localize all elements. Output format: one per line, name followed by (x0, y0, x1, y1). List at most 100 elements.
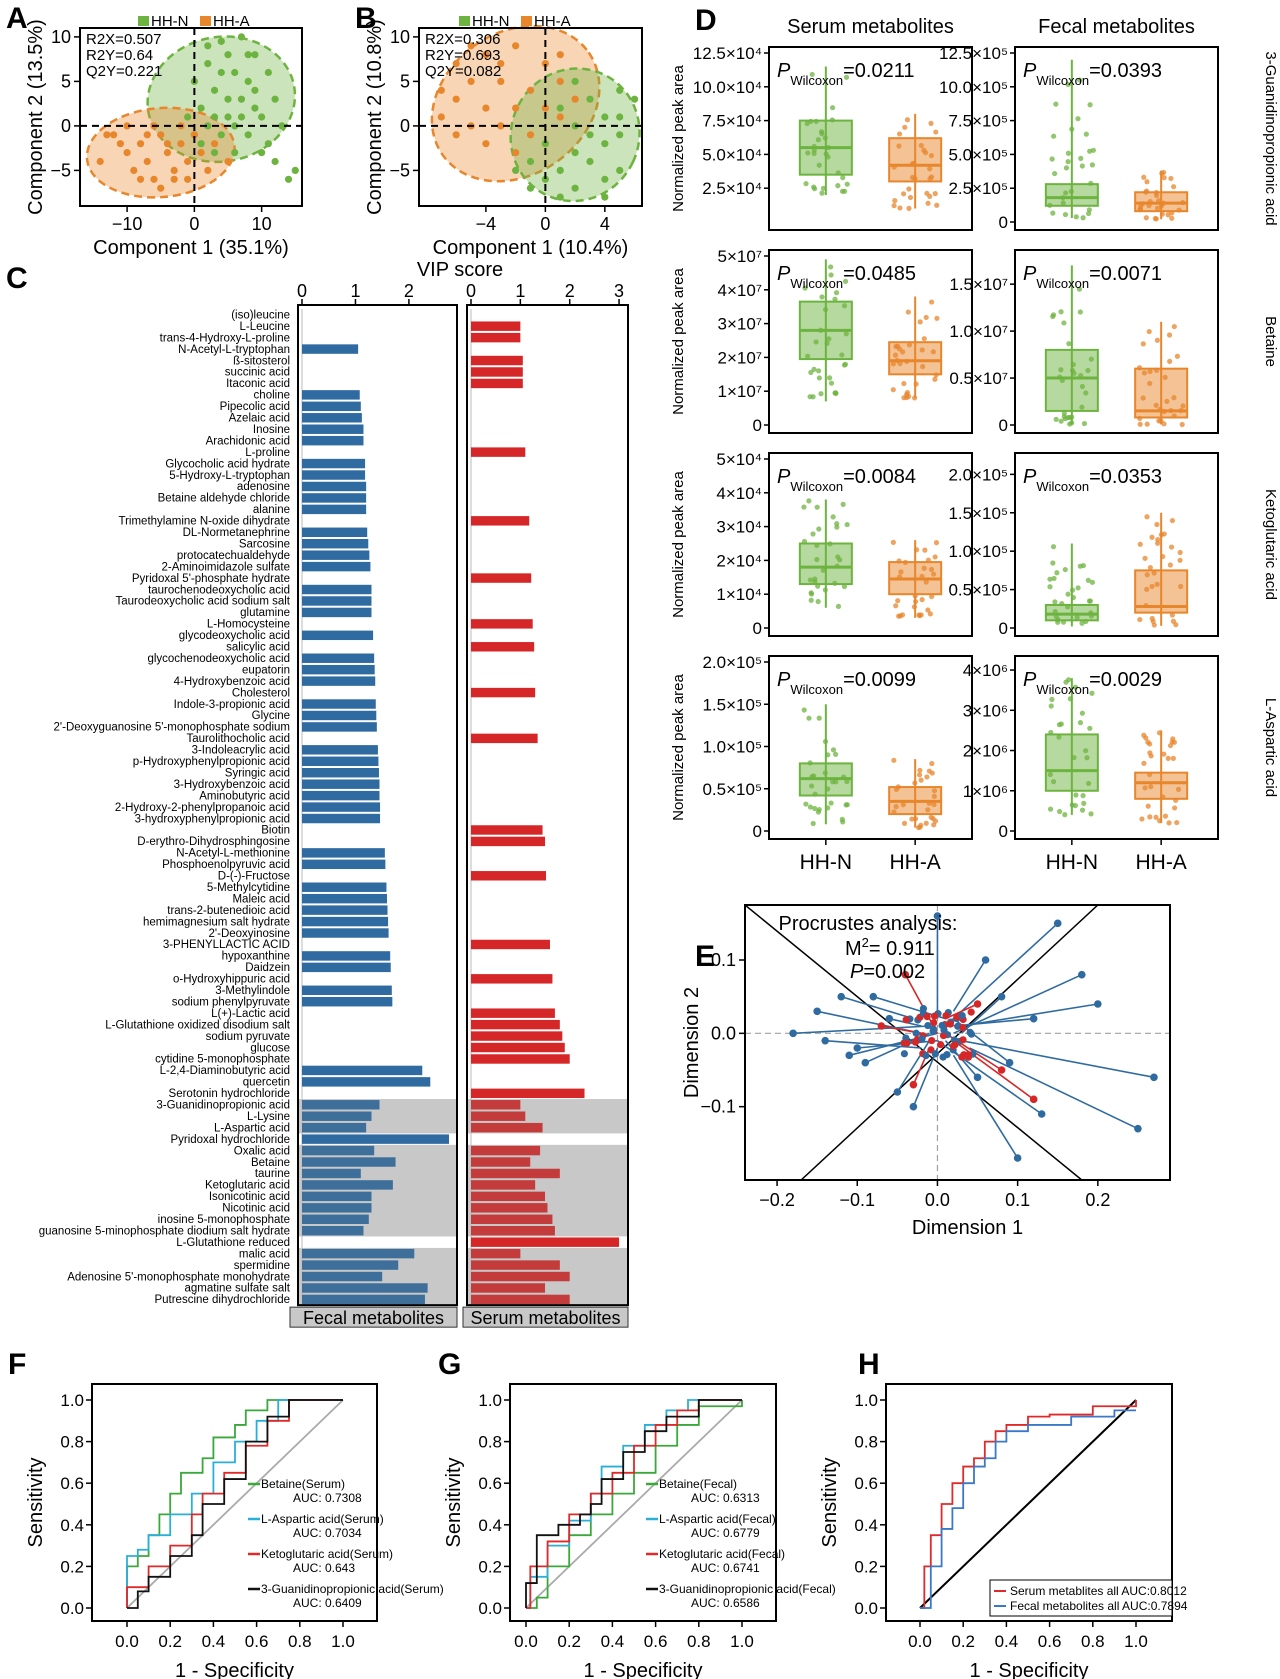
p-value: PWilcoxon=0.0393 (1023, 60, 1162, 88)
fecal-bar (302, 481, 367, 492)
sample-point (973, 1000, 982, 1008)
panel-letter-h: H (858, 1348, 880, 1381)
y-tick-label: 10.0×10⁴ (693, 78, 762, 97)
y-axis-label: Sensitivity (25, 1457, 47, 1547)
auc-label: AUC: 0.6313 (691, 1491, 760, 1505)
serum-bar (471, 687, 536, 698)
data-point (934, 202, 940, 208)
data-point (251, 86, 259, 94)
sample-point (931, 1050, 939, 1058)
serum-bar (471, 332, 521, 343)
data-point (1169, 210, 1175, 216)
data-point (1047, 202, 1053, 208)
confidence-ellipse (85, 106, 236, 199)
data-point (1155, 537, 1161, 543)
data-point (1068, 188, 1074, 194)
data-point (1053, 416, 1059, 422)
data-point (912, 816, 919, 822)
data-point (1083, 131, 1089, 137)
sample-point (958, 1011, 966, 1020)
data-point (816, 715, 822, 721)
data-point (1171, 413, 1177, 419)
data-point (601, 193, 609, 201)
x-tick-label: 0 (540, 214, 550, 234)
fecal-bar (302, 470, 366, 480)
roc-curve (920, 1409, 1136, 1609)
data-point (512, 104, 520, 112)
legend-swatch (200, 16, 211, 26)
data-point (271, 157, 279, 166)
data-point (123, 122, 131, 130)
data-point (811, 147, 817, 153)
data-point (1168, 544, 1175, 550)
serum-bar (471, 1226, 555, 1236)
legend-entry: Betaine(Fecal) (659, 1477, 737, 1491)
data-point (1080, 215, 1086, 221)
data-point (822, 587, 828, 593)
data-point (1169, 517, 1176, 524)
x-axis-label: 1 - Specificity (584, 1660, 703, 1679)
legend-swatch (138, 16, 149, 26)
y-tick-label: 5 (61, 71, 71, 91)
data-point (896, 131, 903, 137)
row-label: Ketoglutaric acid (1262, 489, 1279, 600)
fecal-bar (302, 916, 389, 927)
serum-bar (471, 1100, 521, 1110)
data-point (556, 166, 564, 174)
sample-point (1094, 1000, 1102, 1008)
data-point (1143, 602, 1149, 609)
data-point (1079, 163, 1085, 169)
x-tick-label: 0.0 (925, 1190, 950, 1210)
x-tick-label: 0.6 (1038, 1632, 1062, 1651)
legend-entry: HH-A (534, 13, 571, 30)
sample-point (789, 1029, 797, 1038)
y-tick-label: 5×10⁷ (718, 247, 762, 266)
data-point (601, 113, 609, 121)
data-point (1168, 175, 1174, 182)
plot-frame (418, 27, 643, 207)
data-point (210, 113, 219, 121)
metabolite-label: 3-Methylindole (215, 985, 290, 997)
data-point (1153, 192, 1160, 199)
y-axis-label: Component 2 (13.5%) (25, 19, 47, 215)
data-point (929, 770, 935, 776)
metabolite-label: 3-Guanidinopropionic acid (156, 1100, 290, 1112)
data-point (123, 149, 131, 157)
data-point (224, 113, 232, 121)
data-point (197, 104, 205, 112)
x-tick-label: 0.2 (1085, 1190, 1110, 1210)
metabolite-label: L-Aspartic acid (214, 1122, 290, 1134)
roc-curve (126, 1399, 343, 1608)
data-point (1144, 572, 1150, 578)
data-point (897, 574, 903, 580)
data-point (1137, 541, 1143, 547)
roc-curve (126, 1399, 343, 1608)
serum-bar (471, 1237, 620, 1247)
data-point (556, 193, 564, 201)
data-point (1048, 729, 1054, 736)
data-point (1071, 370, 1077, 376)
data-point (170, 175, 178, 183)
data-point (1170, 184, 1177, 190)
y-tick-label: −5 (389, 160, 410, 180)
metabolite-label: Itaconic acid (226, 378, 290, 390)
metabolite-label: Azelaic acid (229, 413, 290, 425)
y-tick-label: 0 (999, 822, 1008, 841)
y-tick-label: 1×10⁷ (718, 382, 762, 401)
data-point (835, 183, 841, 189)
fecal-bar (302, 550, 370, 560)
serum-bar (471, 573, 532, 583)
data-point (541, 104, 549, 112)
fecal-bar (302, 779, 380, 789)
data-point (809, 71, 815, 78)
data-point (809, 773, 815, 780)
data-point (136, 140, 145, 148)
data-point (1150, 618, 1156, 625)
data-point (928, 152, 935, 159)
data-point (833, 290, 840, 296)
data-point (1070, 594, 1077, 601)
metabolite-label: protocatechualdehyde (177, 550, 290, 562)
y-tick-label: 0 (753, 416, 762, 435)
row-label: L-Aspartic acid (1262, 698, 1279, 797)
data-point (616, 113, 624, 121)
